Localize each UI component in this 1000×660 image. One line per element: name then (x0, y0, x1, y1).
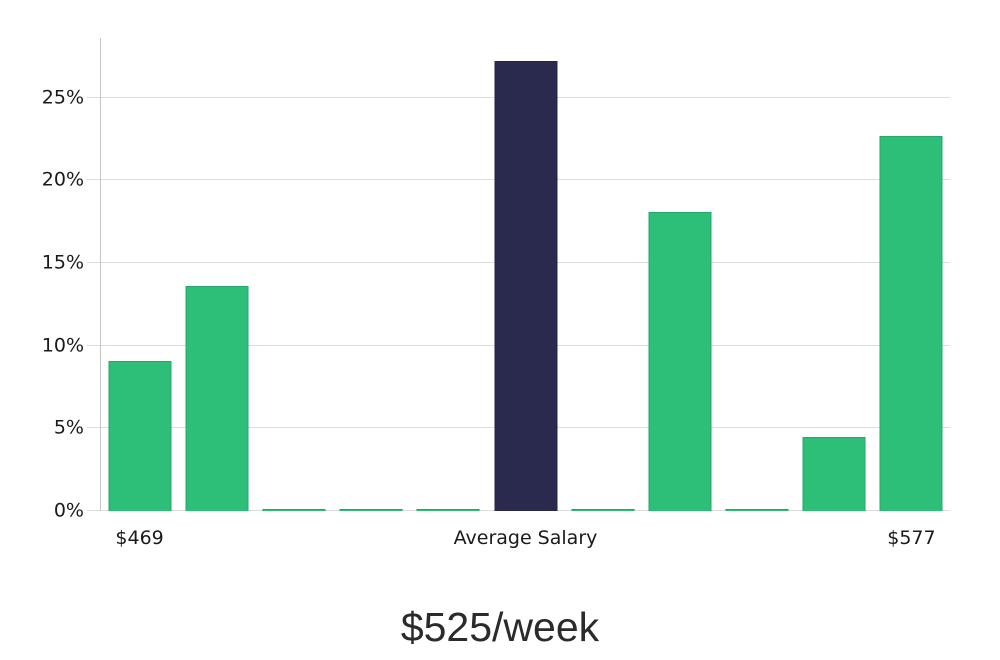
y-axis-tick (87, 344, 100, 346)
y-tick-label: 25% (41, 86, 84, 109)
bar-salary-bin (725, 509, 789, 511)
y-axis-tick (87, 179, 100, 181)
y-axis-tick (87, 510, 100, 511)
bar-salary-bin (879, 135, 943, 511)
x-tick-label: Average Salary (453, 527, 598, 549)
y-axis-tick (87, 427, 100, 429)
plot-area: 0% 5% 10% 15% 20% 25% $469 Average Salary $577 (42, 38, 950, 549)
y-axis-tick (87, 261, 100, 263)
bar-average-salary-highlight (494, 61, 557, 511)
y-tick-label: 15% (41, 251, 84, 274)
y-tick-label: 10% (41, 334, 84, 357)
y-axis-tick (87, 96, 100, 98)
bar-salary-bin (339, 509, 403, 511)
y-tick-label: 0% (53, 499, 84, 522)
x-tick-label: $577 (887, 527, 936, 549)
bar-salary-bin (802, 436, 866, 511)
chart-title: $525/week (400, 604, 600, 650)
bar-salary-bin (185, 286, 249, 511)
x-tick-label: $469 (115, 527, 164, 549)
bar-salary-bin (262, 509, 326, 511)
bar-salary-bin (571, 509, 635, 511)
y-tick-label: 5% (53, 416, 84, 439)
bar-salary-bin (416, 509, 480, 511)
y-tick-label: 20% (41, 168, 84, 191)
bar-salary-bin (648, 211, 712, 511)
bar-salary-bin (108, 360, 172, 511)
